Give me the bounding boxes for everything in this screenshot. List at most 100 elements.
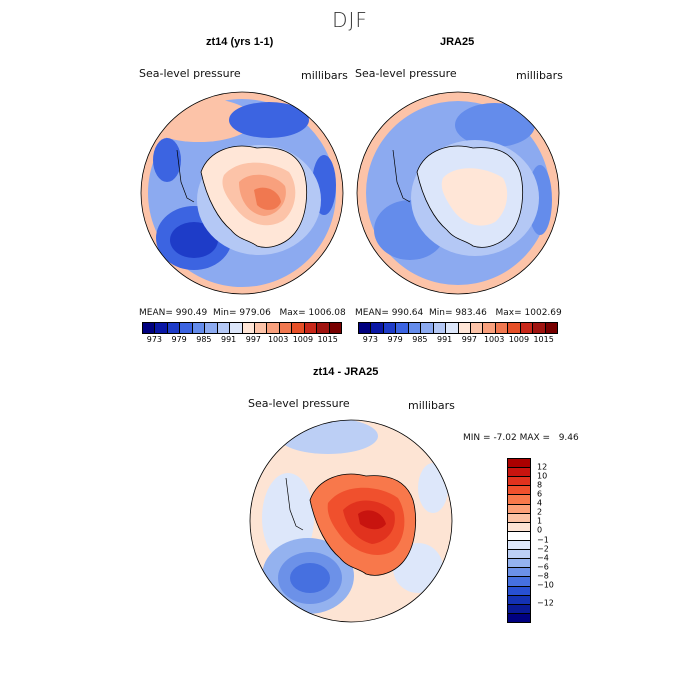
panel2-colorbar [358, 322, 558, 334]
panel3-map [249, 419, 453, 623]
diff-colorbar-tick-label: 8 [537, 480, 543, 490]
panel3-min-value: -7.02 [493, 433, 517, 443]
colorbar-swatch [217, 323, 231, 333]
panel1-stats: MEAN= 990.49 Min= 979.06 Max= 1006.08 [139, 308, 346, 318]
diff-colorbar-swatch [508, 531, 530, 541]
panel2-map [356, 91, 560, 295]
diff-colorbar-tick-label: −8 [537, 571, 549, 581]
panel3-stats: MIN = -7.02 MAX = 9.46 [463, 433, 579, 443]
diff-colorbar-ticks: 12 10 8 6 4 2 1 0 −1 −2 −4 −6 −8 −10 −12 [537, 458, 567, 621]
diff-colorbar-swatch [508, 586, 530, 596]
colorbar-swatch [408, 323, 422, 333]
colorbar-swatch [230, 323, 243, 333]
colorbar-swatch [192, 323, 206, 333]
panel3-title: zt14 - JRA25 [313, 366, 379, 378]
colorbar-tick-label: 997 [461, 335, 478, 344]
diff-colorbar-tick-label: 0 [537, 525, 543, 535]
colorbar-swatch [205, 323, 218, 333]
diff-colorbar-swatch [508, 477, 530, 487]
colorbar-swatch [383, 323, 397, 333]
panel2-max-value: 1002.69 [524, 308, 562, 318]
colorbar-swatch [371, 323, 384, 333]
colorbar-swatch [304, 323, 318, 333]
panel2-title: JRA25 [440, 36, 475, 48]
colorbar-tick-label: 985 [412, 335, 428, 344]
colorbar-tick-label: 1003 [267, 335, 289, 344]
figure-title: DJF [332, 8, 368, 32]
panel3-max-value: 9.46 [558, 433, 579, 443]
colorbar-swatch [155, 323, 168, 333]
panel3-variable-label: Sea-level pressure [248, 397, 350, 410]
diff-colorbar-swatch [508, 459, 530, 469]
diff-colorbar-tick-label: 6 [537, 489, 543, 499]
panel2-units-label: millibars [516, 69, 563, 82]
diff-colorbar-tick-label: 1 [537, 516, 543, 526]
panel1-title: zt14 (yrs 1-1) [206, 36, 274, 48]
colorbar-swatch [483, 323, 496, 333]
diff-colorbar-swatch [508, 495, 530, 505]
diff-colorbar-tick-label: 10 [537, 471, 548, 481]
colorbar-tick-label: 979 [171, 335, 187, 344]
panel2-stats: MEAN= 990.64 Min= 983.46 Max= 1002.69 [355, 308, 562, 318]
colorbar-swatch [520, 323, 534, 333]
diff-colorbar-swatch [508, 513, 530, 523]
colorbar-tick-label: 1015 [317, 335, 338, 344]
colorbar-swatch [508, 323, 521, 333]
colorbar-swatch [421, 323, 434, 333]
colorbar-tick-label: 979 [387, 335, 403, 344]
diff-colorbar-tick-label: −4 [537, 553, 549, 563]
colorbar-tick-label: 973 [362, 335, 379, 344]
diff-colorbar-tick-label: 4 [537, 498, 543, 508]
diff-colorbar-swatch [508, 540, 530, 551]
panel1-variable-label: Sea-level pressure [139, 67, 241, 80]
diff-colorbar [507, 458, 531, 623]
colorbar-swatch [292, 323, 305, 333]
colorbar-tick-label: 1003 [483, 335, 505, 344]
panel2-variable-label: Sea-level pressure [355, 67, 457, 80]
colorbar-tick-label: 991 [220, 335, 237, 344]
colorbar-swatch [495, 323, 509, 333]
diff-colorbar-tick-label: 2 [537, 507, 543, 517]
diff-colorbar-tick-label: −12 [537, 598, 554, 608]
panel1-map [140, 91, 344, 295]
colorbar-tick-label: 973 [146, 335, 163, 344]
panel1-max-value: 1006.08 [308, 308, 346, 318]
colorbar-tick-label: 997 [245, 335, 262, 344]
diff-colorbar-swatch [508, 595, 530, 605]
diff-colorbar-swatch [508, 486, 530, 496]
diff-colorbar-swatch [508, 613, 530, 622]
colorbar-swatch [167, 323, 181, 333]
diff-colorbar-swatch [508, 550, 530, 560]
panel1-mean-value: 990.49 [175, 308, 208, 318]
colorbar-swatch [545, 323, 557, 333]
colorbar-swatch [533, 323, 546, 333]
diff-colorbar-tick-label: −6 [537, 562, 549, 572]
colorbar-tick-label: 1009 [292, 335, 314, 344]
panel2-min-value: 983.46 [455, 308, 487, 318]
colorbar-tick-label: 991 [436, 335, 453, 344]
panel2-mean-value: 990.64 [391, 308, 424, 318]
colorbar-swatch [279, 323, 293, 333]
diff-colorbar-swatch [508, 568, 530, 578]
diff-colorbar-swatch [508, 577, 530, 587]
diff-colorbar-tick-label: −10 [537, 580, 554, 590]
diff-colorbar-swatch [508, 522, 530, 532]
colorbar-swatch [433, 323, 447, 333]
colorbar-tick-label: 985 [196, 335, 212, 344]
colorbar-swatch [329, 323, 341, 333]
panel1-units-label: millibars [301, 69, 348, 82]
diff-colorbar-swatch [508, 504, 530, 514]
panel3-units-label: millibars [408, 399, 455, 412]
colorbar-swatch [267, 323, 280, 333]
diff-colorbar-tick-label: −2 [537, 544, 549, 554]
colorbar-swatch [242, 323, 255, 333]
diff-colorbar-swatch [508, 559, 530, 569]
colorbar-tick-label: 1009 [508, 335, 530, 344]
panel1-colorbar [142, 322, 342, 334]
panel1-colorbar-ticks: 973 979 985 991 997 1003 1009 1015 [142, 335, 340, 347]
diff-colorbar-swatch [508, 604, 530, 614]
colorbar-swatch [143, 323, 156, 333]
colorbar-swatch [180, 323, 193, 333]
colorbar-swatch [458, 323, 471, 333]
colorbar-swatch [359, 323, 372, 333]
